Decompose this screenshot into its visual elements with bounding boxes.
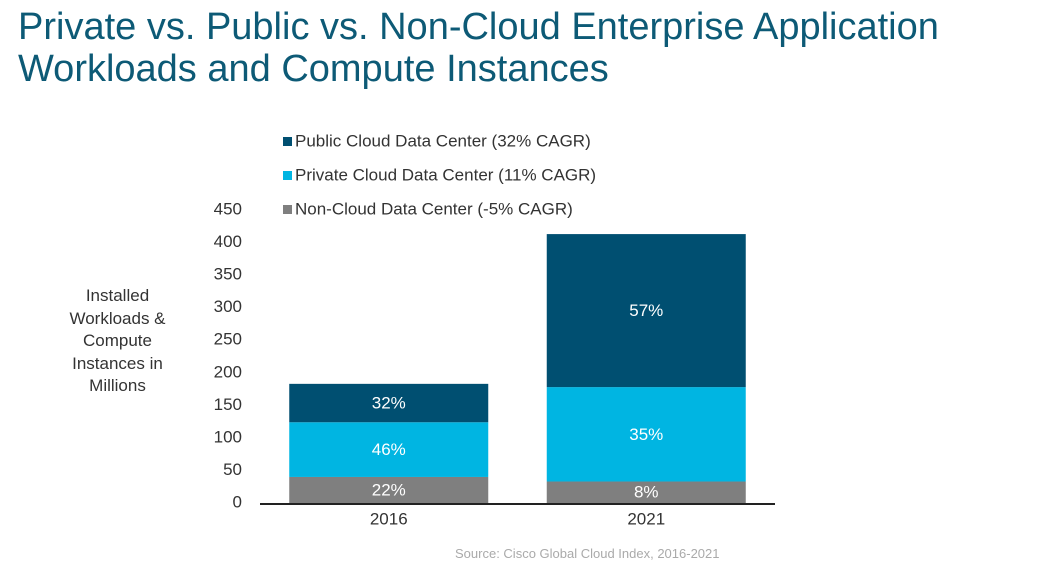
legend-swatch [283, 205, 292, 214]
bar-segment [546, 234, 746, 388]
y-tick-label: 150 [214, 395, 242, 414]
y-tick-label: 50 [223, 460, 242, 479]
chart-title: Private vs. Public vs. Non-Cloud Enterpr… [18, 6, 939, 90]
y-tick-label: 350 [214, 265, 242, 284]
x-tick-label: 2021 [627, 509, 665, 528]
bar-segment [546, 481, 746, 503]
y-tick-label: 250 [214, 330, 242, 349]
legend-swatch [283, 171, 292, 180]
bar-segment [289, 422, 489, 477]
data-label: 57% [629, 301, 663, 320]
y-tick-label: 450 [214, 199, 242, 218]
y-tick-label: 300 [214, 297, 242, 316]
legend-swatch [283, 137, 292, 146]
y-tick-label: 400 [214, 232, 242, 251]
data-label: 22% [372, 480, 406, 499]
y-axis-label: Installed Workloads & Compute Instances … [69, 286, 166, 395]
legend-label: Private Cloud Data Center (11% CAGR) [295, 165, 596, 184]
bar-segment [289, 383, 489, 423]
y-tick-label: 100 [214, 427, 242, 446]
y-tick-label: 0 [233, 492, 242, 511]
legend-label: Non-Cloud Data Center (-5% CAGR) [295, 199, 573, 218]
bar-segment [546, 387, 746, 482]
data-label: 35% [629, 425, 663, 444]
bar-segment [289, 476, 489, 503]
source-note: Source: Cisco Global Cloud Index, 2016-2… [455, 546, 720, 561]
data-label: 8% [634, 483, 659, 502]
data-label: 46% [372, 440, 406, 459]
x-tick-label: 2016 [370, 509, 408, 528]
y-tick-label: 200 [214, 362, 242, 381]
legend-label: Public Cloud Data Center (32% CAGR) [295, 131, 591, 150]
data-label: 32% [372, 394, 406, 413]
